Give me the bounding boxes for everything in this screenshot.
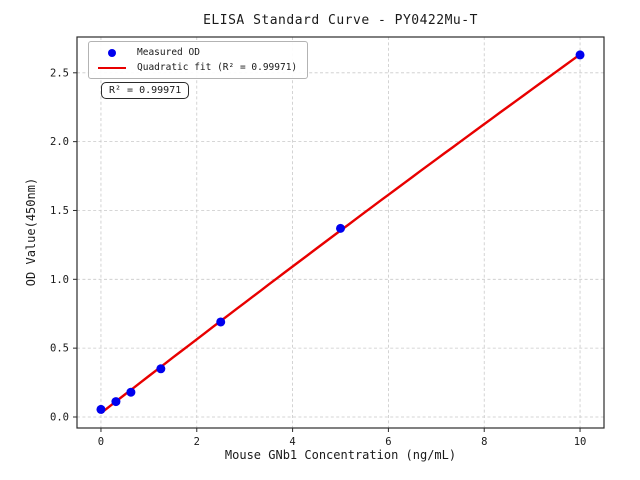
legend-item-quadratic-fit: Quadratic fit (R² = 0.99971) [97, 62, 297, 73]
data-point [575, 50, 585, 60]
data-point [336, 223, 345, 233]
legend-swatch [97, 66, 127, 69]
x-tick-label: 4 [289, 436, 295, 448]
y-axis-label: OD Value(450nm) [24, 177, 38, 287]
legend-swatch [97, 48, 127, 57]
legend-label-measured-od: Measured OD [137, 47, 200, 58]
y-tick-label: 0.0 [50, 411, 69, 423]
data-point [216, 317, 226, 327]
y-tick-label: 2.5 [50, 67, 69, 79]
quadratic-fit-line [100, 53, 581, 415]
blue-dot-marker-icon [108, 48, 116, 57]
y-tick-label: 1.0 [50, 274, 69, 286]
r-squared-annotation: R² = 0.99971 [101, 82, 190, 99]
red-line-marker-icon [98, 66, 126, 69]
data-point [156, 364, 166, 374]
x-axis-label: Mouse GNb1 Concentration (ng/mL) [224, 448, 457, 462]
x-tick-label: 6 [385, 436, 391, 448]
legend: Measured OD Quadratic fit (R² = 0.99971) [88, 41, 309, 79]
x-tick-label: 2 [194, 436, 200, 448]
legend-label-quadratic-fit: Quadratic fit (R² = 0.99971) [137, 62, 298, 73]
legend-item-measured-od: Measured OD [97, 47, 297, 58]
data-point [111, 397, 121, 407]
x-tick-label: 8 [481, 436, 487, 448]
x-tick-label: 10 [574, 436, 587, 448]
data-point [126, 387, 136, 397]
x-tick-label: 0 [98, 436, 104, 448]
y-tick-label: 1.5 [50, 205, 69, 217]
y-tick-label: 0.5 [50, 343, 69, 355]
chart-title: ELISA Standard Curve - PY0422Mu-T [203, 13, 478, 28]
y-tick-label: 2.0 [50, 136, 69, 148]
data-point [96, 404, 106, 414]
plot-frame [76, 36, 605, 429]
